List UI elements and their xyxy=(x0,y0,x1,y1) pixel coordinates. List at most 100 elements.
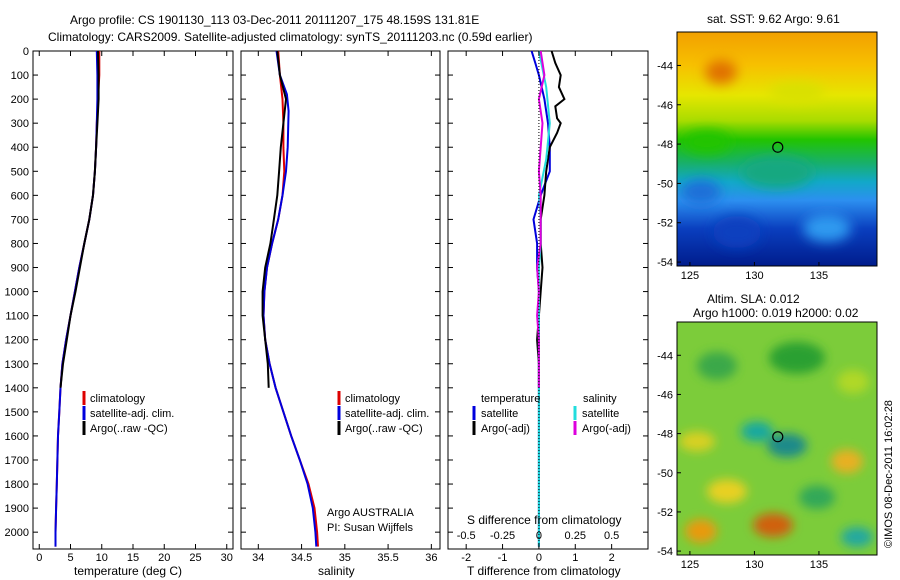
depth-ytick-label: 1500 xyxy=(5,407,29,419)
axes-ticks-layer: 0 5 10 15 20 25 300100200300400500600700800900… xyxy=(5,46,648,564)
temperature-xlabel: temperature (deg C) xyxy=(74,564,182,578)
salinity-panel-frame xyxy=(240,50,441,550)
legend-label-sal-argo: Argo(-adj) xyxy=(582,423,631,435)
difference-top-xtick-label: 0 xyxy=(536,530,542,542)
annotation-argo-australia: Argo AUSTRALIA xyxy=(327,507,414,519)
difference-xtick-label: -2 xyxy=(461,552,471,564)
sla-argo-marker xyxy=(772,431,784,443)
sst-map-frame xyxy=(676,31,878,267)
sst_map-lat-tick-label: -48 xyxy=(657,139,673,151)
salinity-xtick-label: 36 xyxy=(425,552,437,564)
depth-ytick-label: 900 xyxy=(11,263,29,275)
map-ticks-layer: 125 130 135 -44 -46 -48 -50 -52 -54 125 130 135 -44 -… xyxy=(657,60,828,571)
sla_map-lat-tick-label: -50 xyxy=(657,468,673,480)
depth-ytick-label: 2000 xyxy=(5,527,29,539)
temperature-series-layer xyxy=(54,50,101,547)
depth-ytick-label: 1800 xyxy=(5,479,29,491)
depth-ytick-label: 1400 xyxy=(5,383,29,395)
difference-series-line-3 xyxy=(536,50,546,388)
difference-xtick-label: 0 xyxy=(536,552,542,564)
temperature-xtick-label: 20 xyxy=(158,552,170,564)
difference-xtick-label: 1 xyxy=(572,552,578,564)
legend-label-sal-satellite: satellite xyxy=(582,408,619,420)
legend-label-satellite: satellite-adj. clim. xyxy=(345,408,429,420)
depth-ytick-label: 100 xyxy=(11,70,29,82)
depth-ytick-label: 600 xyxy=(11,190,29,202)
depth-ytick-label: 700 xyxy=(11,214,29,226)
salinity-xtick-label: 34.5 xyxy=(291,552,312,564)
depth-ytick-label: 1900 xyxy=(5,503,29,515)
sst_map-lon-tick-label: 135 xyxy=(810,270,828,282)
sst_map-lon-tick-label: 125 xyxy=(681,270,699,282)
sst_map-lat-tick-label: -44 xyxy=(657,60,673,72)
imos-watermark: ©IMOS 08-Dec-2011 16:02:28 xyxy=(883,400,895,548)
salinity-xtick-label: 35 xyxy=(339,552,351,564)
sla_map-lat-tick-label: -54 xyxy=(657,546,673,558)
depth-ytick-label: 1000 xyxy=(5,287,29,299)
difference-top-xtick-label: -0.25 xyxy=(490,530,515,542)
temperature-xtick-label: 30 xyxy=(221,552,233,564)
depth-ytick-label: 200 xyxy=(11,94,29,106)
sla-map-frame xyxy=(676,321,878,556)
difference-legend: temperature salinity satellite Argo(-adj… xyxy=(472,393,631,435)
salinity-legend: climatology satellite-adj. clim. Argo(..… xyxy=(327,391,429,534)
difference-top-xtick-label: 0.5 xyxy=(604,530,619,542)
sla_map-lon-tick-label: 135 xyxy=(810,559,828,571)
sst-argo-marker xyxy=(772,141,784,153)
legend-header-temperature: temperature xyxy=(481,393,540,405)
salinity-xlabel: salinity xyxy=(318,564,355,578)
temperature-series-line-2 xyxy=(59,50,100,388)
sla_map-lon-tick-label: 125 xyxy=(681,559,699,571)
legend-label-temp-argo: Argo(-adj) xyxy=(481,423,530,435)
sla_map-lat-tick-label: -46 xyxy=(657,389,673,401)
difference-series-layer xyxy=(530,50,566,547)
temperature-xtick-label: 5 xyxy=(67,552,73,564)
depth-ytick-label: 400 xyxy=(11,142,29,154)
sst_map-lat-tick-label: -54 xyxy=(657,257,673,269)
salinity-series-line-2 xyxy=(261,50,288,388)
legend-label-argo: Argo(..raw -QC) xyxy=(345,423,423,435)
sst_map-lat-tick-label: -46 xyxy=(657,100,673,112)
depth-ytick-label: 1100 xyxy=(5,311,29,323)
salinity-series-layer xyxy=(261,50,319,547)
temperature-series-line-1 xyxy=(54,50,99,547)
sla_map-lon-tick-label: 130 xyxy=(745,559,763,571)
legend-label-temp-satellite: satellite xyxy=(481,408,518,420)
sla_map-lat-tick-label: -44 xyxy=(657,350,673,362)
depth-ytick-label: 0 xyxy=(23,46,29,58)
difference-panel-frame xyxy=(447,50,649,550)
sst-heatmap xyxy=(677,32,877,266)
difference-xtick-label: 2 xyxy=(609,552,615,564)
legend-header-salinity: salinity xyxy=(583,393,617,405)
temperature-xtick-label: 25 xyxy=(189,552,201,564)
depth-ytick-label: 500 xyxy=(11,166,29,178)
temperature-xtick-label: 15 xyxy=(127,552,139,564)
sst-map-title: sat. SST: 9.62 Argo: 9.61 xyxy=(707,12,840,26)
difference-top-xlabel: S difference from climatology xyxy=(467,513,622,527)
header-line-2: Climatology: CARS2009. Satellite-adjuste… xyxy=(48,30,532,44)
sla-patches xyxy=(679,341,873,548)
header-line-1: Argo profile: CS 1901130_113 03-Dec-2011… xyxy=(70,13,479,27)
sla-heatmap xyxy=(677,322,877,555)
temperature-series-line-0 xyxy=(54,51,101,547)
depth-ytick-label: 1300 xyxy=(5,359,29,371)
temperature-panel-frame xyxy=(32,50,234,550)
sst-patches xyxy=(681,60,851,248)
sla_map-lat-tick-label: -52 xyxy=(657,507,673,519)
salinity-series-line-0 xyxy=(262,50,319,547)
temperature-legend: climatology satellite-adj. clim. Argo(..… xyxy=(82,391,174,435)
salinity-xtick-label: 35.5 xyxy=(377,552,398,564)
depth-ytick-label: 1600 xyxy=(5,431,29,443)
sst_map-lat-tick-label: -52 xyxy=(657,218,673,230)
difference-top-xtick-label: -0.5 xyxy=(457,530,476,542)
difference-xlabel: T difference from climatology xyxy=(467,564,621,578)
sst_map-lat-tick-label: -50 xyxy=(657,178,673,190)
sla-map-title-2: Argo h1000: 0.019 h2000: 0.02 xyxy=(693,306,859,320)
depth-ytick-label: 1700 xyxy=(5,455,29,467)
depth-ytick-label: 300 xyxy=(11,118,29,130)
annotation-pi: PI: Susan Wijffels xyxy=(327,522,413,534)
sla-map-title-1: Altim. SLA: 0.012 xyxy=(707,292,800,306)
legend-label-satellite: satellite-adj. clim. xyxy=(90,408,174,420)
sst_map-lon-tick-label: 130 xyxy=(745,270,763,282)
